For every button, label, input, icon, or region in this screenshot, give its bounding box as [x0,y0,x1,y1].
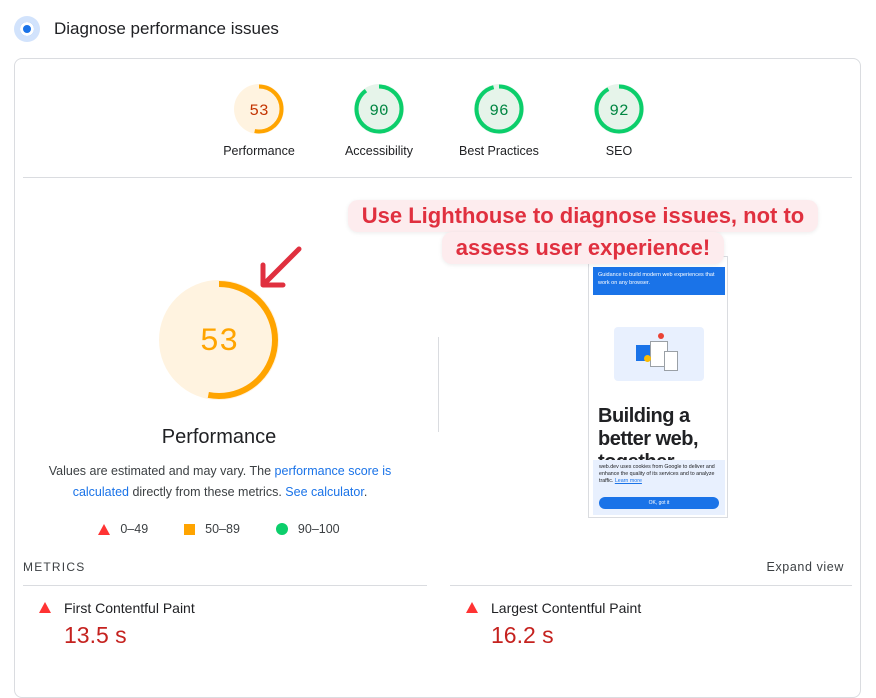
page-screenshot-preview: Guidance to build modern web experiences… [588,256,728,518]
section-title: Diagnose performance issues [54,19,279,38]
desc-text: directly from these metrics. [128,485,286,499]
metric-name: First Contentful Paint [64,600,195,616]
performance-gauge: 53 [159,280,279,400]
lighthouse-icon [14,16,40,42]
fail-triangle-icon [466,602,478,613]
gauge-score: 90 [369,102,388,120]
gauge-accessibility[interactable]: 90 Accessibility [319,83,439,158]
gauge-ring: 53 [234,84,284,134]
preview-ok-button: OK, got it [599,497,719,509]
gauge-label: Performance [223,144,295,158]
desc-text: . [363,485,368,499]
cookie-learn-more: Learn more [614,478,642,484]
gauge-performance[interactable]: 53 Performance [199,83,319,158]
gauge-ring: 92 [594,84,644,134]
desc-text: Values are estimated and may vary. The [48,464,275,478]
gauge-score: 92 [609,102,628,120]
preview-heading: Building a better web, together [598,405,699,473]
circle-icon [275,523,288,535]
divider [450,585,852,586]
score-legend: 0–49 50–89 90–100 [15,522,423,536]
cookie-text: web.dev uses cookies from Google to deli… [599,464,715,484]
legend-range: 50–89 [205,522,240,536]
section-header: Diagnose performance issues [14,16,279,42]
score-gauges: 53 Performance 90 Accessibility 96 Best … [15,83,860,193]
preview-cookie-banner: web.dev uses cookies from Google to deli… [593,460,725,515]
gauge-label: SEO [605,144,633,158]
arrow-icon [260,246,302,288]
gauge-score: 96 [489,102,508,120]
gauge-ring: 90 [354,84,404,134]
metrics-heading: METRICS [23,560,86,574]
square-icon [184,523,196,535]
legend-fail: 0–49 [98,522,148,536]
vertical-divider [438,337,439,432]
gauge-best-practices[interactable]: 96 Best Practices [439,83,559,158]
callout-line-2: assess user experience! [441,232,725,264]
legend-average: 50–89 [184,522,240,536]
see-calculator-link[interactable]: See calculator [285,485,364,499]
performance-score: 53 [200,323,238,360]
legend-range: 0–49 [120,522,149,536]
performance-title: Performance [161,426,277,448]
callout-line-1: Use Lighthouse to diagnose issues, not t… [347,200,819,232]
preview-banner: Guidance to build modern web experiences… [593,267,725,295]
gauge-score: 53 [249,102,268,120]
metric-value: 13.5 s [64,622,127,648]
gauge-ring: 96 [474,84,524,134]
preview-illustration [614,327,704,381]
triangle-icon [98,523,111,535]
expand-view-toggle[interactable]: Expand view [766,560,844,574]
legend-range: 90–100 [297,522,340,536]
gauge-label: Accessibility [344,144,414,158]
gauge-label: Best Practices [459,144,539,158]
callout-annotation: Use Lighthouse to diagnose issues, not t… [335,200,831,264]
metric-name: Largest Contentful Paint [491,600,642,616]
performance-description: Values are estimated and may vary. The p… [35,461,405,503]
legend-pass: 90–100 [275,522,340,536]
report-card: 53 Performance 90 Accessibility 96 Best … [14,58,861,698]
divider [23,177,852,178]
fail-triangle-icon [39,602,51,613]
gauge-seo[interactable]: 92 SEO [559,83,679,158]
divider [23,585,427,586]
metric-value: 16.2 s [491,622,554,648]
performance-score-link[interactable]: performance score is calculated [72,464,392,499]
